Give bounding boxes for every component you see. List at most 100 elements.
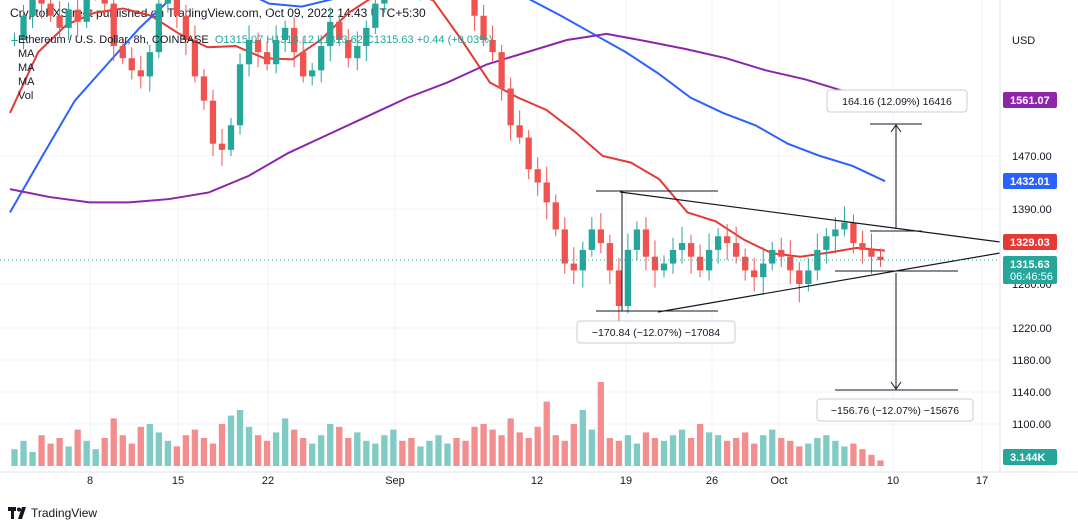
candle-body xyxy=(696,256,704,271)
x-tick-label: 15 xyxy=(172,475,184,487)
tradingview-footer[interactable]: TradingView xyxy=(8,506,97,520)
candle-body xyxy=(363,27,370,47)
volume-bar xyxy=(444,443,451,466)
candle-body xyxy=(309,70,316,77)
annotation-box xyxy=(816,398,974,422)
arrow-up-head xyxy=(890,124,902,133)
candle-body xyxy=(850,222,857,244)
x-tick-label: 10 xyxy=(887,475,899,487)
price-badge-value: 1432.01 xyxy=(1010,176,1050,188)
volume-bar xyxy=(534,426,541,466)
candle-body xyxy=(20,15,27,41)
price-badge-value: 3.144K xyxy=(1010,452,1046,464)
volume-bar xyxy=(47,443,54,466)
annotation-label: −156.76 (−12.07%) −15676 xyxy=(831,405,959,417)
candle-body xyxy=(200,76,208,101)
candle-body xyxy=(516,125,523,138)
x-tick-label: Sep xyxy=(385,475,405,487)
price-badge-value: 1315.63 xyxy=(1010,259,1050,271)
volume-bar xyxy=(805,443,812,466)
candle-body xyxy=(489,40,496,53)
volume-bar xyxy=(381,435,388,466)
candle-body xyxy=(218,143,226,150)
price-badge xyxy=(1003,449,1057,465)
volume-bar xyxy=(110,418,117,466)
volume-bar xyxy=(453,438,460,466)
candle-body xyxy=(660,263,668,271)
candle-body xyxy=(110,3,117,47)
candle-body xyxy=(859,243,866,250)
time-axis: 8 15 22 Sep 12 19 26 Oct 10 17 xyxy=(87,475,988,487)
candle-body xyxy=(345,40,352,59)
candle-body xyxy=(525,137,532,170)
legend-ma-2[interactable]: MA xyxy=(18,62,35,74)
volume-bar xyxy=(83,440,90,466)
volume-bar xyxy=(606,438,614,466)
volume-bar xyxy=(769,429,776,466)
y-tick-label: 1100.00 xyxy=(1012,419,1051,431)
volume-bar xyxy=(642,432,650,466)
volume-bar xyxy=(390,429,397,466)
volume-bar xyxy=(245,426,253,466)
y-tick-label: 1470.00 xyxy=(1012,151,1052,163)
volume-bar xyxy=(624,435,632,466)
price-badge-value: 1329.03 xyxy=(1010,237,1050,249)
price-badge-value: 1561.07 xyxy=(1010,95,1050,107)
volume-bar xyxy=(164,440,172,466)
candle-body xyxy=(245,40,253,65)
volume-bar xyxy=(227,415,235,466)
currency-label: USD xyxy=(1012,35,1035,47)
volume-bar xyxy=(345,438,352,466)
candle-body xyxy=(83,0,90,22)
y-tick-label: 1390.00 xyxy=(1012,204,1052,216)
volume-bar xyxy=(841,446,848,466)
volume-bar xyxy=(155,432,162,466)
legend-ma-3[interactable]: MA xyxy=(18,76,35,88)
candle-body xyxy=(832,229,839,237)
volume-bar xyxy=(742,432,749,466)
candle-body xyxy=(336,21,343,40)
volume-bar xyxy=(760,435,767,466)
price-badge xyxy=(1003,234,1057,250)
volume-bar xyxy=(146,424,153,466)
volume-bar xyxy=(787,440,794,466)
candle-body xyxy=(281,27,289,40)
volume-bars xyxy=(11,382,884,466)
volume-bar xyxy=(417,446,424,466)
x-tick-label: 22 xyxy=(262,475,274,487)
lower-trendline xyxy=(657,252,1001,313)
candle-body xyxy=(507,88,514,126)
candle-body xyxy=(868,249,875,257)
price-badge xyxy=(1003,256,1057,284)
legend-vol[interactable]: Vol xyxy=(18,90,34,102)
candle-body xyxy=(678,243,686,250)
volume-bar xyxy=(272,432,280,466)
candle-body xyxy=(543,182,550,203)
candle-body xyxy=(11,40,18,41)
volume-bar xyxy=(74,429,81,466)
candle-body xyxy=(101,0,108,4)
volume-bar xyxy=(696,424,704,466)
volume-bar xyxy=(597,382,605,466)
candle-body xyxy=(74,9,81,22)
candle-body xyxy=(796,270,803,284)
volume-bar xyxy=(281,418,289,466)
volume-bar xyxy=(859,449,866,466)
annotation-box xyxy=(576,320,736,344)
tradingview-brand: TradingView xyxy=(31,506,98,520)
volume-bar xyxy=(290,429,298,466)
candle-body xyxy=(841,222,848,230)
legend-ma-1[interactable]: MA xyxy=(18,48,35,60)
volume-bar xyxy=(561,440,568,466)
candle-body xyxy=(146,52,153,77)
candle-body xyxy=(56,15,63,28)
candle-body xyxy=(498,52,505,89)
candle-body xyxy=(191,40,199,77)
volume-bar xyxy=(65,446,72,466)
volume-bar xyxy=(796,446,803,466)
candle-body xyxy=(751,270,758,278)
volume-bar xyxy=(751,443,758,466)
candle-body xyxy=(164,0,172,4)
